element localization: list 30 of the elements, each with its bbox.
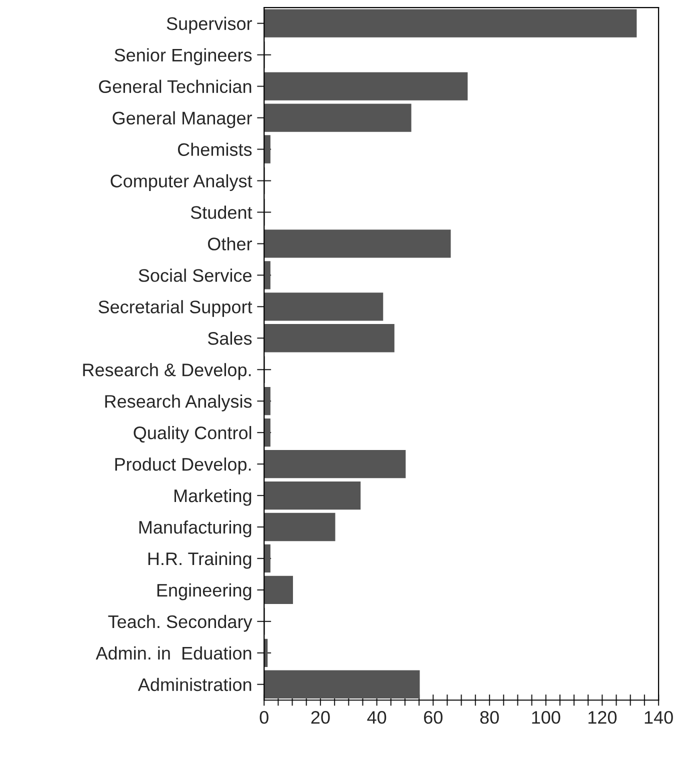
y-tick-label: Student: [190, 206, 252, 219]
y-tick-label: Secretarial Support: [98, 300, 252, 317]
x-tick-label: 0: [260, 711, 268, 724]
y-tick-label: General Manager: [112, 111, 252, 128]
x-tick-label: 100: [532, 711, 560, 724]
y-tick-label: Senior Engineers: [114, 48, 252, 66]
y-tick-label: Teach. Secondary: [108, 614, 252, 632]
y-tick-label: Other: [208, 237, 252, 250]
y-tick-label: Research Analysis: [105, 394, 252, 412]
y-tick-label: Sales: [208, 332, 252, 345]
y-tick-label: Engineering: [157, 583, 252, 600]
x-tick-label: 20: [311, 711, 330, 724]
x-tick-label: 80: [480, 711, 499, 724]
x-tick-label: 120: [588, 711, 617, 724]
y-tick-label: Administration: [138, 678, 252, 692]
y-tick-label: H.R. Training: [148, 552, 252, 569]
y-tick-label: Product Develop.: [115, 457, 251, 474]
x-tick-label: 40: [367, 711, 386, 724]
y-tick-label: Research & Develop.: [83, 363, 251, 380]
y-tick-label: Supervisor: [166, 16, 252, 34]
y-tick-label: Computer Analyst: [110, 174, 252, 192]
y-tick-label: Chemists: [178, 142, 252, 156]
y-tick-label: Admin. in Eduation: [96, 646, 252, 660]
y-tick-label: Marketing: [174, 488, 252, 506]
x-tick-label: 60: [424, 711, 442, 724]
x-tick-label: 140: [644, 711, 673, 724]
y-tick-label: General Technician: [98, 80, 252, 94]
y-tick-label: Quality Control: [134, 426, 252, 443]
y-tick-label: Manufacturing: [139, 520, 252, 538]
y-tick-label: Social Service: [138, 268, 252, 282]
